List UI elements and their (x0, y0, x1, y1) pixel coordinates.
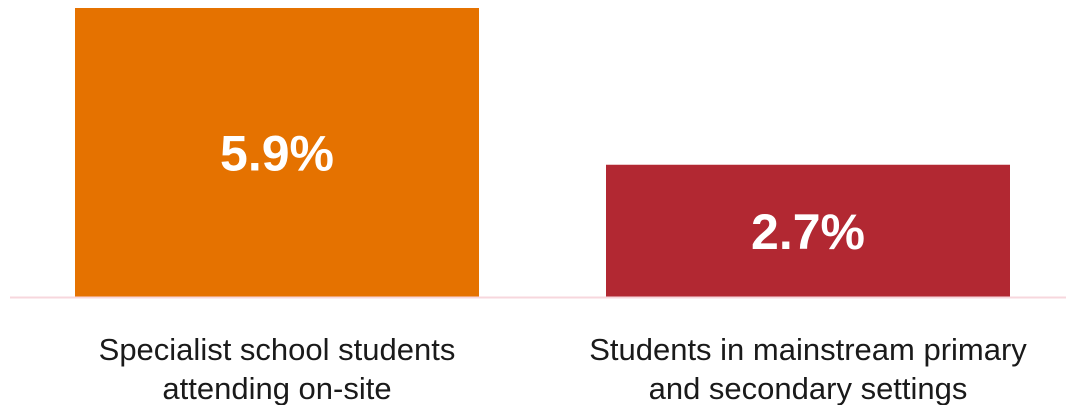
data-label-1: 5.9% (220, 126, 334, 182)
category-label-2-line-2: and secondary settings (649, 371, 968, 405)
category-labels-group: Specialist school students attending on-s… (99, 332, 1028, 405)
category-label-2-line-1: Students in mainstream primary (589, 332, 1027, 367)
data-labels-group: 5.9% 2.7% (220, 126, 865, 260)
data-label-2: 2.7% (751, 204, 865, 260)
bar-2 (606, 164, 1010, 297)
category-label-1-line-2: attending on-site (162, 371, 391, 405)
bar-1 (75, 8, 479, 297)
bars-group (75, 8, 1010, 297)
category-label-1-line-1: Specialist school students (99, 332, 456, 367)
